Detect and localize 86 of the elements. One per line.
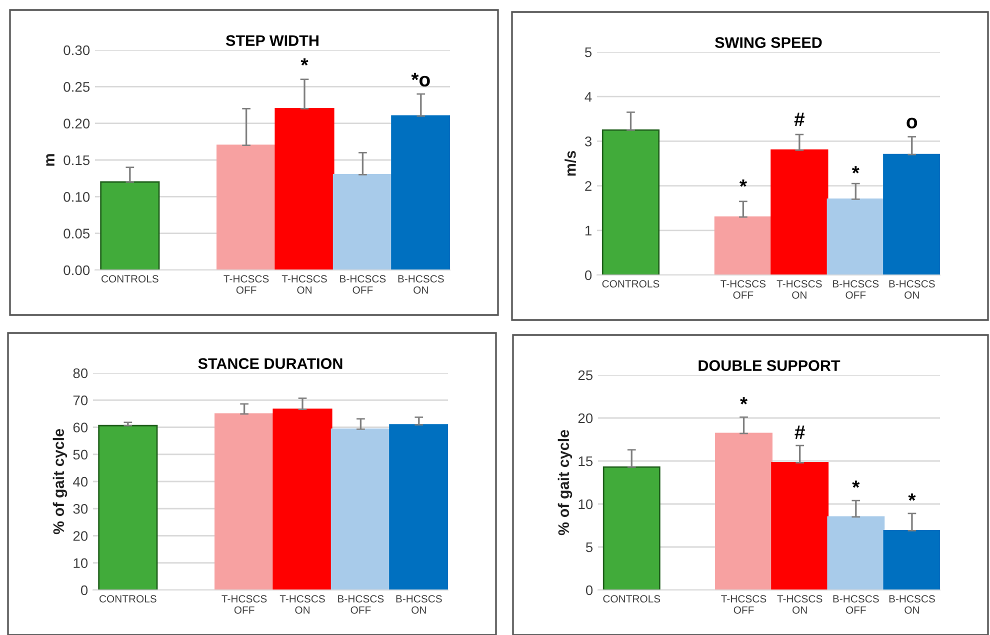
y-tick-label: 20 bbox=[578, 413, 593, 424]
y-tick-label: 0 bbox=[586, 585, 593, 596]
y-tick-label: 0.05 bbox=[64, 228, 90, 239]
annotation: * bbox=[740, 397, 748, 404]
y-tick-label: 0 bbox=[80, 585, 88, 596]
x-tick-label: B-HCSCS ON bbox=[396, 595, 442, 614]
y-tick-label: 2 bbox=[585, 181, 592, 191]
annotation: * bbox=[852, 166, 860, 174]
x-tick-label: CONTROLS bbox=[602, 280, 660, 288]
x-tick-label: CONTROLS bbox=[603, 595, 660, 603]
x-tick-label: B-HCSCS OFF bbox=[340, 275, 386, 294]
y-tick-label: 0.20 bbox=[64, 118, 90, 129]
annotation: * bbox=[908, 493, 916, 501]
y-tick-label: 0.30 bbox=[64, 45, 90, 56]
bar bbox=[883, 530, 940, 590]
y-axis-title: m/s bbox=[564, 150, 576, 176]
annotation: # bbox=[794, 112, 805, 126]
x-tick-label: T-HCSCS OFF bbox=[720, 280, 766, 299]
bar bbox=[389, 424, 448, 590]
bar bbox=[827, 516, 885, 590]
chart-title: STEP WIDTH bbox=[226, 35, 318, 46]
bar bbox=[826, 198, 884, 275]
y-tick-label: 50 bbox=[73, 450, 88, 460]
x-tick-label: CONTROLS bbox=[102, 275, 158, 283]
bar bbox=[330, 428, 390, 590]
bar bbox=[391, 115, 450, 270]
bar bbox=[602, 129, 660, 275]
y-axis-title: m bbox=[46, 154, 54, 166]
y-tick-label: 10 bbox=[74, 558, 88, 568]
y-tick-label: 20 bbox=[73, 531, 88, 541]
x-tick-label: B-HCSCS OFF bbox=[833, 595, 879, 614]
y-tick-label: 0.25 bbox=[64, 82, 90, 92]
bar bbox=[771, 462, 829, 590]
bar bbox=[214, 413, 274, 590]
y-tick-label: 4 bbox=[584, 92, 592, 102]
chart-title: STANCE DURATION bbox=[198, 358, 342, 369]
bar bbox=[332, 174, 392, 270]
y-tick-label: 60 bbox=[73, 422, 88, 432]
x-tick-label: B-HCSCS ON bbox=[889, 280, 935, 299]
y-tick-label: 1 bbox=[585, 226, 592, 236]
x-tick-label: T-HCSCS OFF bbox=[224, 275, 269, 294]
x-tick-label: T-HCSCS ON bbox=[776, 280, 822, 299]
x-tick-label: CONTROLS bbox=[100, 595, 156, 603]
bar bbox=[714, 216, 772, 275]
bar bbox=[100, 181, 160, 270]
bar bbox=[216, 144, 276, 270]
bar bbox=[883, 154, 940, 275]
y-tick-label: 5 bbox=[584, 47, 592, 58]
x-tick-label: T-HCSCS ON bbox=[280, 595, 325, 614]
y-tick-label: 30 bbox=[73, 504, 88, 514]
y-tick-label: 25 bbox=[578, 370, 593, 380]
bar bbox=[715, 432, 772, 590]
y-tick-label: 0.00 bbox=[64, 265, 90, 276]
y-axis-title: % of gait cycle bbox=[558, 430, 572, 536]
y-tick-label: 0.15 bbox=[64, 155, 90, 166]
y-tick-label: 80 bbox=[73, 368, 88, 378]
y-tick-label: 15 bbox=[578, 456, 593, 466]
y-tick-label: 10 bbox=[578, 499, 593, 510]
y-tick-label: 70 bbox=[73, 395, 88, 406]
chart-title: DOUBLE SUPPORT bbox=[698, 360, 840, 371]
chart-title: SWING SPEED bbox=[715, 37, 822, 48]
annotation: * bbox=[739, 180, 747, 187]
bar bbox=[272, 408, 332, 590]
y-tick-label: 3 bbox=[584, 136, 592, 146]
y-tick-label: 0.10 bbox=[64, 192, 90, 202]
bar bbox=[770, 149, 828, 275]
y-tick-label: 40 bbox=[73, 476, 88, 487]
annotation: o bbox=[906, 118, 918, 128]
x-tick-label: B-HCSCS ON bbox=[398, 275, 444, 294]
x-tick-label: T-HCSCS OFF bbox=[222, 595, 267, 614]
bar bbox=[274, 108, 334, 270]
x-tick-label: B-HCSCS ON bbox=[889, 595, 935, 614]
annotation: * bbox=[852, 480, 860, 488]
y-tick-label: 0 bbox=[584, 270, 592, 280]
annotation: *o bbox=[411, 72, 430, 86]
y-axis-title: % of gait cycle bbox=[52, 428, 68, 534]
bar bbox=[602, 466, 660, 590]
x-tick-label: B-HCSCS OFF bbox=[338, 595, 384, 614]
bar bbox=[98, 424, 158, 590]
x-tick-label: T-HCSCS ON bbox=[777, 595, 822, 614]
x-tick-label: B-HCSCS OFF bbox=[833, 280, 879, 299]
x-tick-label: T-HCSCS ON bbox=[282, 275, 327, 294]
annotation: # bbox=[794, 426, 805, 439]
y-tick-label: 5 bbox=[586, 542, 593, 552]
annotation: * bbox=[300, 58, 308, 66]
x-tick-label: T-HCSCS OFF bbox=[721, 595, 766, 614]
